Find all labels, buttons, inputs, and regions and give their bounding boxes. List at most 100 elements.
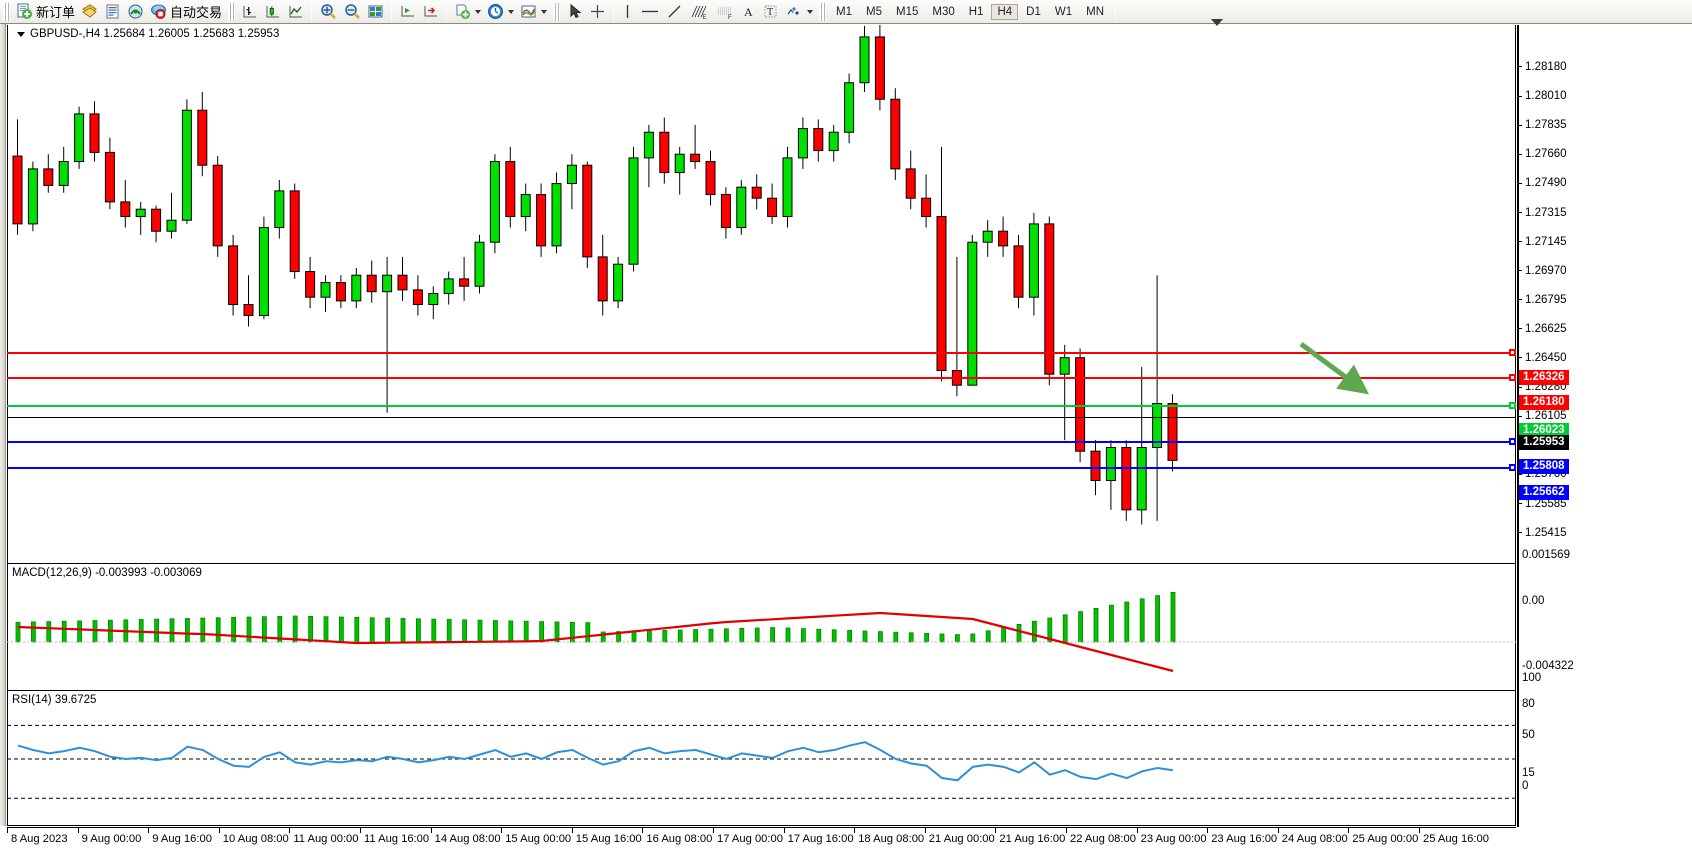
- price-level-tag-1-26326[interactable]: 1.26326: [1519, 370, 1569, 385]
- grid-icon: [367, 3, 384, 20]
- price-level-line-1-26180[interactable]: [7, 377, 1516, 379]
- cursor-icon: [566, 3, 583, 20]
- auto-scroll-button[interactable]: [419, 1, 442, 23]
- toolbar-grip-4[interactable]: [819, 2, 827, 21]
- objects-dropdown-arrow-icon[interactable]: [807, 9, 814, 14]
- svg-text:F: F: [728, 15, 732, 20]
- trendline-button[interactable]: [663, 1, 686, 23]
- grid-button[interactable]: [364, 1, 387, 23]
- timeframe-h1[interactable]: H1: [968, 5, 984, 18]
- time-tick: [7, 828, 8, 833]
- shift-icon: [399, 3, 416, 20]
- timeframe-w1[interactable]: W1: [1054, 5, 1073, 18]
- timeframe-h4[interactable]: H4: [991, 3, 1019, 20]
- time-axis-label: 22 Aug 08:00: [1070, 833, 1136, 845]
- time-axis-label: 18 Aug 08:00: [858, 833, 925, 845]
- timeframe-m30[interactable]: M30: [932, 5, 955, 18]
- price-level-line-1-25808[interactable]: [7, 441, 1516, 443]
- timeframe-group: M1 M5 M15 M30 H1 H4 D1 W1 MN: [829, 3, 1111, 20]
- objects-button[interactable]: [782, 1, 816, 23]
- line-chart-button[interactable]: [284, 1, 307, 23]
- timeframe-d1[interactable]: D1: [1026, 5, 1041, 18]
- templates-button[interactable]: [517, 1, 550, 23]
- price-level-line-1-26023[interactable]: [7, 405, 1516, 407]
- price-level-tag-1-26180[interactable]: 1.26180: [1519, 395, 1569, 410]
- autoscroll-icon: [422, 3, 439, 20]
- data-window-button[interactable]: [101, 1, 124, 23]
- cursor-button[interactable]: [563, 1, 586, 23]
- time-tick: [924, 828, 926, 833]
- crosshair-button[interactable]: [586, 1, 609, 23]
- new-order-button[interactable]: 新订单: [13, 1, 78, 23]
- price-level-tag-1-25953[interactable]: 1.25953: [1519, 435, 1569, 450]
- price-level-handle-1-26023[interactable]: [1509, 402, 1516, 409]
- vertical-line-button[interactable]: [618, 1, 637, 23]
- price-level-handle-1-25808[interactable]: [1509, 438, 1516, 445]
- rsi-pane[interactable]: RSI(14) 39.6725: [7, 690, 1516, 826]
- price-tick: 1.28010: [1518, 90, 1567, 102]
- timeframe-mn[interactable]: MN: [1086, 5, 1104, 18]
- time-tick: [289, 828, 291, 833]
- toolbar-separator-4: [613, 2, 615, 21]
- price-tick: 1.26970: [1518, 265, 1567, 277]
- price-level-handle-1-26326[interactable]: [1509, 349, 1516, 356]
- zoom-out-button[interactable]: [340, 1, 364, 23]
- text-label-button[interactable]: A: [738, 1, 759, 23]
- price-axis[interactable]: 1.28180 1.28010 1.27835 1.27660 1.27490 1.273…: [1517, 25, 1692, 827]
- time-tick: [1277, 828, 1279, 833]
- candlestick-chart-button[interactable]: [261, 1, 284, 23]
- period-dropdown-arrow-icon[interactable]: [508, 9, 515, 14]
- svg-text:A: A: [744, 5, 753, 19]
- toolbar-grip-2[interactable]: [228, 2, 236, 21]
- time-tick: [783, 828, 785, 833]
- rsi-tick: 0: [1522, 780, 1529, 792]
- auto-trading-button[interactable]: 自动交易: [147, 1, 225, 23]
- timeframe-m1[interactable]: M1: [836, 5, 853, 18]
- chart-menu-triangle-icon[interactable]: [17, 31, 25, 37]
- toolbar-grip[interactable]: [3, 2, 10, 21]
- price-level-handle-1-25662[interactable]: [1509, 464, 1516, 471]
- toolbar-grip-3[interactable]: [553, 2, 561, 21]
- navigator-button[interactable]: [124, 1, 147, 23]
- objects-icon: [785, 3, 803, 20]
- candlestick-canvas: [12, 25, 1178, 525]
- price-level-line-1-25662[interactable]: [7, 467, 1516, 469]
- chart-scroll-indicator-icon[interactable]: [1211, 19, 1223, 26]
- zoom-in-button[interactable]: [316, 1, 340, 23]
- time-axis-label: 15 Aug 16:00: [575, 833, 642, 845]
- price-level-line-1-26326[interactable]: [7, 352, 1516, 354]
- data-window-icon: [104, 3, 121, 20]
- text-box-icon: T: [762, 3, 779, 20]
- price-level-tag-1-26023[interactable]: 1.26023: [1519, 423, 1569, 438]
- price-tick: 1.27145: [1518, 236, 1567, 248]
- chart-area[interactable]: GBPUSD-,H4 1.25684 1.26005 1.25683 1.259…: [0, 24, 1692, 850]
- annotation-arrow-icon[interactable]: [1293, 336, 1413, 416]
- toolbar-separator-1: [311, 2, 313, 21]
- fibonacci-button[interactable]: E: [686, 1, 712, 23]
- svg-text:E: E: [703, 15, 707, 20]
- chart-shift-button[interactable]: [396, 1, 419, 23]
- period-button[interactable]: [484, 1, 517, 23]
- time-tick: [642, 828, 644, 833]
- text-label-icon: A: [741, 3, 756, 20]
- time-tick: [77, 828, 79, 833]
- equidistant-channel-button[interactable]: F: [712, 1, 738, 23]
- price-level-handle-1-26180[interactable]: [1509, 374, 1516, 381]
- bar-chart-button[interactable]: [238, 1, 261, 23]
- timeframe-m5[interactable]: M5: [866, 5, 882, 18]
- expert-advisor-button[interactable]: [78, 1, 101, 23]
- templates-dropdown-arrow-icon[interactable]: [541, 9, 548, 14]
- price-level-tag-1-25662[interactable]: 1.25662: [1519, 485, 1569, 500]
- price-pane[interactable]: GBPUSD-,H4 1.25684 1.26005 1.25683 1.259…: [7, 25, 1516, 563]
- macd-pane[interactable]: MACD(12,26,9) -0.003993 -0.003069: [7, 563, 1516, 690]
- crosshair-icon: [589, 3, 606, 20]
- horizontal-line-button[interactable]: [637, 1, 663, 23]
- timeframe-m15[interactable]: M15: [896, 5, 919, 18]
- indicator-dropdown-arrow-icon[interactable]: [475, 9, 482, 14]
- time-tick: [713, 828, 714, 833]
- add-indicator-button[interactable]: [451, 1, 484, 23]
- price-level-line-1-25953[interactable]: [7, 417, 1516, 418]
- text-box-button[interactable]: T: [759, 1, 782, 23]
- zoom-in-icon: [319, 3, 337, 20]
- price-level-tag-1-25808[interactable]: 1.25808: [1519, 459, 1569, 474]
